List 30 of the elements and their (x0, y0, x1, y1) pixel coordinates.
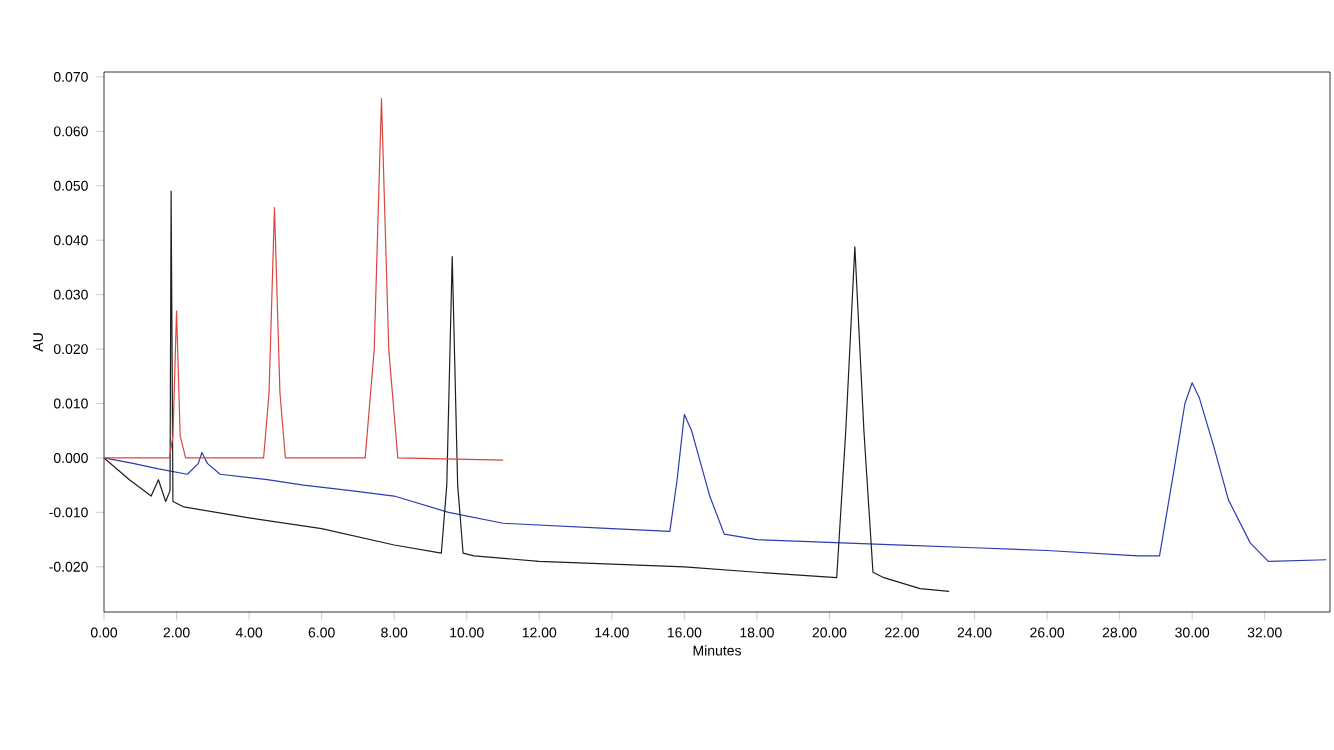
x-tick-label: 30.00 (1175, 627, 1210, 638)
y-tick-label: 0.030 (53, 289, 88, 300)
x-tick-label: 14.00 (595, 627, 629, 638)
x-tick-label: 16.00 (667, 627, 702, 638)
y-tick-label: -0.020 (49, 561, 88, 572)
x-tick-label: 0.00 (90, 627, 118, 638)
x-tick-label: 24.00 (957, 627, 992, 638)
x-tick-label: 8.00 (381, 627, 408, 638)
y-tick-label: -0.010 (49, 507, 88, 518)
x-tick-label: 18.00 (740, 627, 774, 638)
x-tick-label: 4.00 (235, 627, 263, 638)
y-tick-label: 0.010 (53, 398, 88, 409)
x-tick-label: 26.00 (1030, 627, 1065, 638)
x-tick-label: 10.00 (450, 627, 484, 638)
y-tick-label: 0.040 (53, 235, 88, 246)
x-tick-label: 12.00 (522, 627, 557, 638)
x-tick-label: 20.00 (812, 627, 847, 638)
x-tick-label: 6.00 (308, 627, 335, 638)
y-tick-label: 0.000 (53, 453, 88, 463)
y-tick-label: 0.070 (53, 71, 88, 82)
x-axis-title: Minutes (693, 645, 741, 656)
x-tick-label: 22.00 (885, 627, 919, 638)
line-series (104, 98, 504, 461)
x-tick-label: 32.00 (1247, 627, 1282, 638)
y-tick-label: 0.060 (53, 126, 88, 137)
x-tick-label: 2.00 (163, 627, 190, 638)
x-tick-label: 28.00 (1102, 627, 1137, 638)
y-tick-label: 0.020 (53, 344, 88, 355)
y-axis-title: AU (33, 333, 43, 352)
y-tick-label: 0.050 (53, 180, 88, 191)
